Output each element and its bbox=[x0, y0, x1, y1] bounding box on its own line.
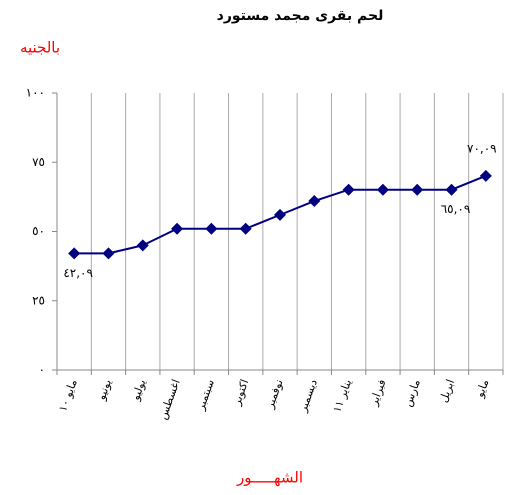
x-tick-label: يناير ١١ bbox=[330, 378, 354, 415]
y-tick-label: ٧٥ bbox=[32, 155, 45, 169]
x-tick-label: اكتوبر bbox=[230, 378, 252, 408]
marker bbox=[171, 222, 184, 235]
marker bbox=[445, 183, 458, 196]
x-tick-label: مايو bbox=[473, 378, 492, 400]
data-label: ٦٥,٠٩ bbox=[441, 202, 471, 216]
y-tick-label: ٥٠ bbox=[32, 224, 45, 238]
y-tick-label: ٢٥ bbox=[32, 293, 45, 307]
x-tick-label: يوليو bbox=[129, 378, 149, 403]
x-tick-label: نوفمبر bbox=[263, 378, 286, 411]
x-tick-label: مايو ١٠ bbox=[56, 378, 80, 414]
marker bbox=[68, 247, 81, 260]
data-label: ٧٠,٠٩ bbox=[467, 141, 497, 155]
x-tick-label: ديسمبر bbox=[296, 378, 320, 415]
marker bbox=[102, 247, 115, 260]
marker bbox=[411, 183, 424, 196]
y-tick-label: ٠ bbox=[39, 363, 45, 377]
marker bbox=[239, 222, 252, 235]
marker bbox=[376, 183, 389, 196]
x-tick-label: يونيو bbox=[94, 378, 114, 403]
marker bbox=[479, 169, 492, 182]
marker bbox=[205, 222, 218, 235]
x-tick-label: اغسطس bbox=[156, 378, 182, 422]
x-tick-label: مارس bbox=[401, 378, 423, 409]
data-label: ٤٢,٠٩ bbox=[63, 266, 93, 280]
marker bbox=[342, 183, 355, 196]
x-tick-label: ابريل bbox=[437, 378, 457, 405]
marker bbox=[136, 239, 149, 252]
y-axis-label: بالجنيه bbox=[20, 39, 60, 57]
y-tick-label: ١٠٠ bbox=[26, 86, 45, 100]
marker bbox=[274, 208, 286, 221]
x-tick-label: فبراير bbox=[367, 378, 389, 409]
chart-title: لحم بقرى مجمد مستورد bbox=[217, 8, 384, 24]
x-tick-label: سبتمبر bbox=[194, 378, 217, 413]
x-axis-label: الشهـــــور bbox=[236, 469, 303, 487]
marker bbox=[308, 195, 321, 208]
